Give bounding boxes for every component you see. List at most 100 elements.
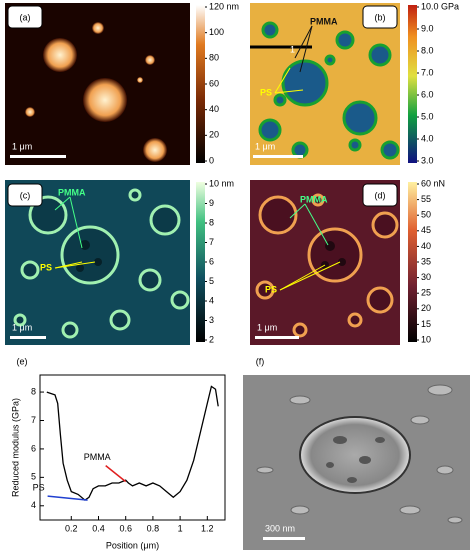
scale-bar	[255, 336, 299, 339]
colorbar-label: 7	[209, 237, 214, 247]
feature	[335, 30, 355, 50]
colorbar-label: 60	[209, 78, 219, 88]
data-line	[46, 385, 219, 501]
feature	[25, 107, 35, 117]
colorbar-label: 10 nm	[209, 178, 234, 188]
feature	[366, 286, 394, 314]
y-tick-label: 8	[31, 386, 36, 396]
feature	[137, 77, 143, 83]
annotation-line	[54, 261, 96, 269]
colorbar-label: 20	[421, 303, 431, 313]
feature	[92, 22, 104, 34]
scale-bar-label: 1 μm	[255, 141, 275, 151]
label-box	[7, 183, 43, 207]
panel-label: (e)	[17, 356, 28, 366]
feature	[80, 240, 90, 250]
colorbar-label: 55	[421, 194, 431, 204]
feature	[170, 290, 190, 310]
colorbar-label: 2	[209, 334, 214, 344]
label-box	[7, 5, 43, 29]
annotation-line	[69, 196, 83, 249]
colorbar-label: 8.0	[421, 45, 434, 55]
panel-label: (b)	[375, 12, 386, 22]
feature	[20, 260, 40, 280]
y-axis-label: Reduced modulus (GPa)	[10, 398, 20, 497]
feature	[83, 78, 127, 122]
dimple	[290, 505, 310, 515]
feature	[348, 138, 362, 152]
annotation-line	[304, 203, 329, 246]
feature	[261, 21, 279, 39]
colorbar-label: 9	[209, 198, 214, 208]
feature	[76, 264, 84, 272]
dimple	[427, 384, 453, 396]
colorbar-label: 4.0	[421, 133, 434, 143]
y-tick-label: 4	[31, 500, 36, 510]
colorbar-label: 15	[421, 319, 431, 329]
feature	[307, 227, 363, 283]
feature	[149, 204, 181, 236]
feature	[61, 321, 79, 339]
colorbar-label: 40	[209, 104, 219, 114]
scale-bar	[10, 336, 46, 339]
colorbar-label: 0	[209, 155, 214, 165]
dimple	[447, 516, 463, 524]
scale-bar	[253, 155, 303, 158]
dimple	[399, 505, 421, 515]
feature	[347, 312, 363, 328]
feature	[143, 138, 167, 162]
feature	[94, 258, 102, 266]
x-tick-label: 0.8	[147, 523, 160, 533]
x-tick-label: 1.2	[201, 523, 214, 533]
feature	[291, 141, 309, 159]
y-tick-label: 6	[31, 443, 36, 453]
scale-bar	[263, 537, 305, 540]
dimple	[436, 465, 454, 475]
feature	[342, 100, 378, 136]
x-tick-label: 0.4	[92, 523, 105, 533]
colorbar-label: 3.0	[421, 155, 434, 165]
plot-frame	[39, 374, 226, 521]
colorbar-label: 20	[209, 130, 219, 140]
feature	[13, 313, 27, 327]
colorbar-label: 100	[209, 27, 224, 37]
feature	[273, 93, 287, 107]
colorbar-label: 4	[209, 295, 214, 305]
scale-bar	[10, 155, 66, 158]
feature	[109, 309, 131, 331]
feature	[311, 193, 325, 207]
scale-bar-label: 300 nm	[265, 523, 295, 533]
colorbar-label: 6	[209, 256, 214, 266]
colorbar-label: 9.0	[421, 23, 434, 33]
feature	[281, 59, 329, 107]
panel-label: (f)	[256, 356, 265, 366]
colorbar-label: 80	[209, 53, 219, 63]
colorbar	[196, 182, 205, 342]
feature	[338, 258, 346, 266]
annotation-arrow	[105, 465, 127, 483]
dimple	[289, 395, 311, 405]
y-tick-label: 5	[31, 472, 36, 482]
dimple	[256, 466, 274, 474]
colorbar-label: 30	[421, 272, 431, 282]
feature	[258, 118, 282, 142]
annotation: PMMA	[84, 452, 111, 462]
panel-label: (d)	[375, 190, 386, 200]
colorbar-label: 50	[421, 210, 431, 220]
feature	[145, 55, 155, 65]
annotation-line	[279, 264, 326, 291]
disk	[299, 416, 411, 494]
annotation: PS	[33, 482, 45, 492]
scale-bar-label: 1 μm	[12, 322, 32, 332]
annotation-line	[289, 203, 306, 219]
x-tick-label: 0.2	[65, 523, 78, 533]
feature	[128, 188, 142, 202]
y-tick-label: 7	[31, 415, 36, 425]
scale-bar-label: 1 μm	[257, 322, 277, 332]
x-axis-label: Position (μm)	[106, 540, 159, 550]
label-box	[362, 183, 398, 207]
colorbar-label: 5	[209, 276, 214, 286]
colorbar-label: 35	[421, 256, 431, 266]
colorbar-label: 40	[421, 241, 431, 251]
